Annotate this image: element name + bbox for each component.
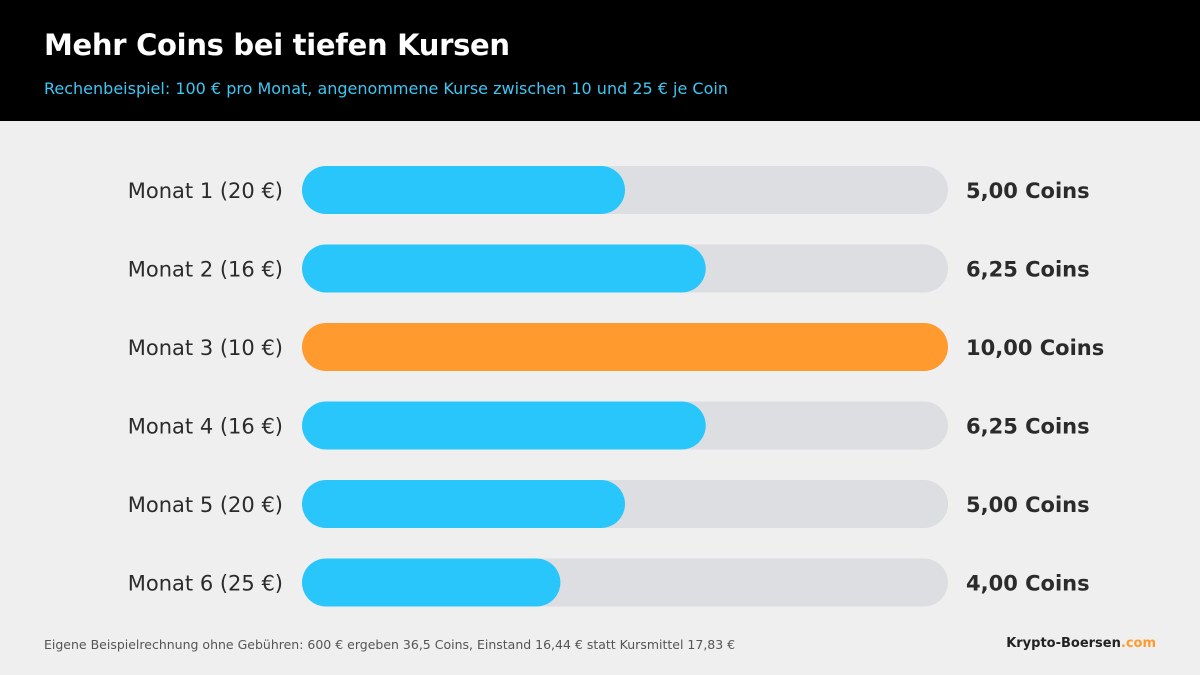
bar [302, 323, 948, 371]
bar-row: Monat 2 (16 €) 6,25 Coins [128, 244, 1090, 293]
value-label: 6,25 Coins [966, 415, 1090, 439]
chart-subtitle: Rechenbeispiel: 100 € pro Monat, angenom… [44, 79, 728, 98]
bar-row: Monat 6 (25 €) 4,00 Coins [128, 558, 1090, 607]
value-label: 6,25 Coins [966, 258, 1090, 282]
value-label: 5,00 Coins [966, 179, 1090, 203]
brand-name: Krypto-Boersen [1006, 636, 1121, 651]
category-label: Monat 5 (20 €) [128, 493, 283, 517]
brand-tld: .com [1120, 636, 1156, 651]
header-bar: Mehr Coins bei tiefen Kursen Rechenbeisp… [0, 0, 1200, 121]
footnote: Eigene Beispielrechnung ohne Gebühren: 6… [44, 637, 736, 652]
bar [302, 558, 561, 607]
bar-row: Monat 3 (10 €) 10,00 Coins [128, 323, 1104, 371]
brand-logo[interactable]: Krypto-Boersen.com [1006, 636, 1156, 651]
bar-row: Monat 1 (20 €) 5,00 Coins [128, 166, 1090, 214]
category-label: Monat 3 (10 €) [128, 336, 283, 360]
category-label: Monat 6 (25 €) [128, 572, 283, 596]
category-label: Monat 1 (20 €) [128, 179, 283, 203]
bar [302, 166, 625, 214]
value-label: 5,00 Coins [966, 493, 1090, 517]
bar-chart: Monat 1 (20 €) 5,00 Coins Monat 2 (16 €) 6,… [128, 166, 1104, 607]
bar [302, 401, 706, 450]
value-label: 10,00 Coins [966, 336, 1104, 360]
bar [302, 244, 706, 293]
category-label: Monat 4 (16 €) [128, 415, 283, 439]
bar-row: Monat 4 (16 €) 6,25 Coins [128, 401, 1090, 450]
category-label: Monat 2 (16 €) [128, 258, 283, 282]
bar-row: Monat 5 (20 €) 5,00 Coins [128, 480, 1090, 528]
value-label: 4,00 Coins [966, 572, 1090, 596]
chart-title: Mehr Coins bei tiefen Kursen [44, 28, 510, 62]
bar [302, 480, 625, 528]
